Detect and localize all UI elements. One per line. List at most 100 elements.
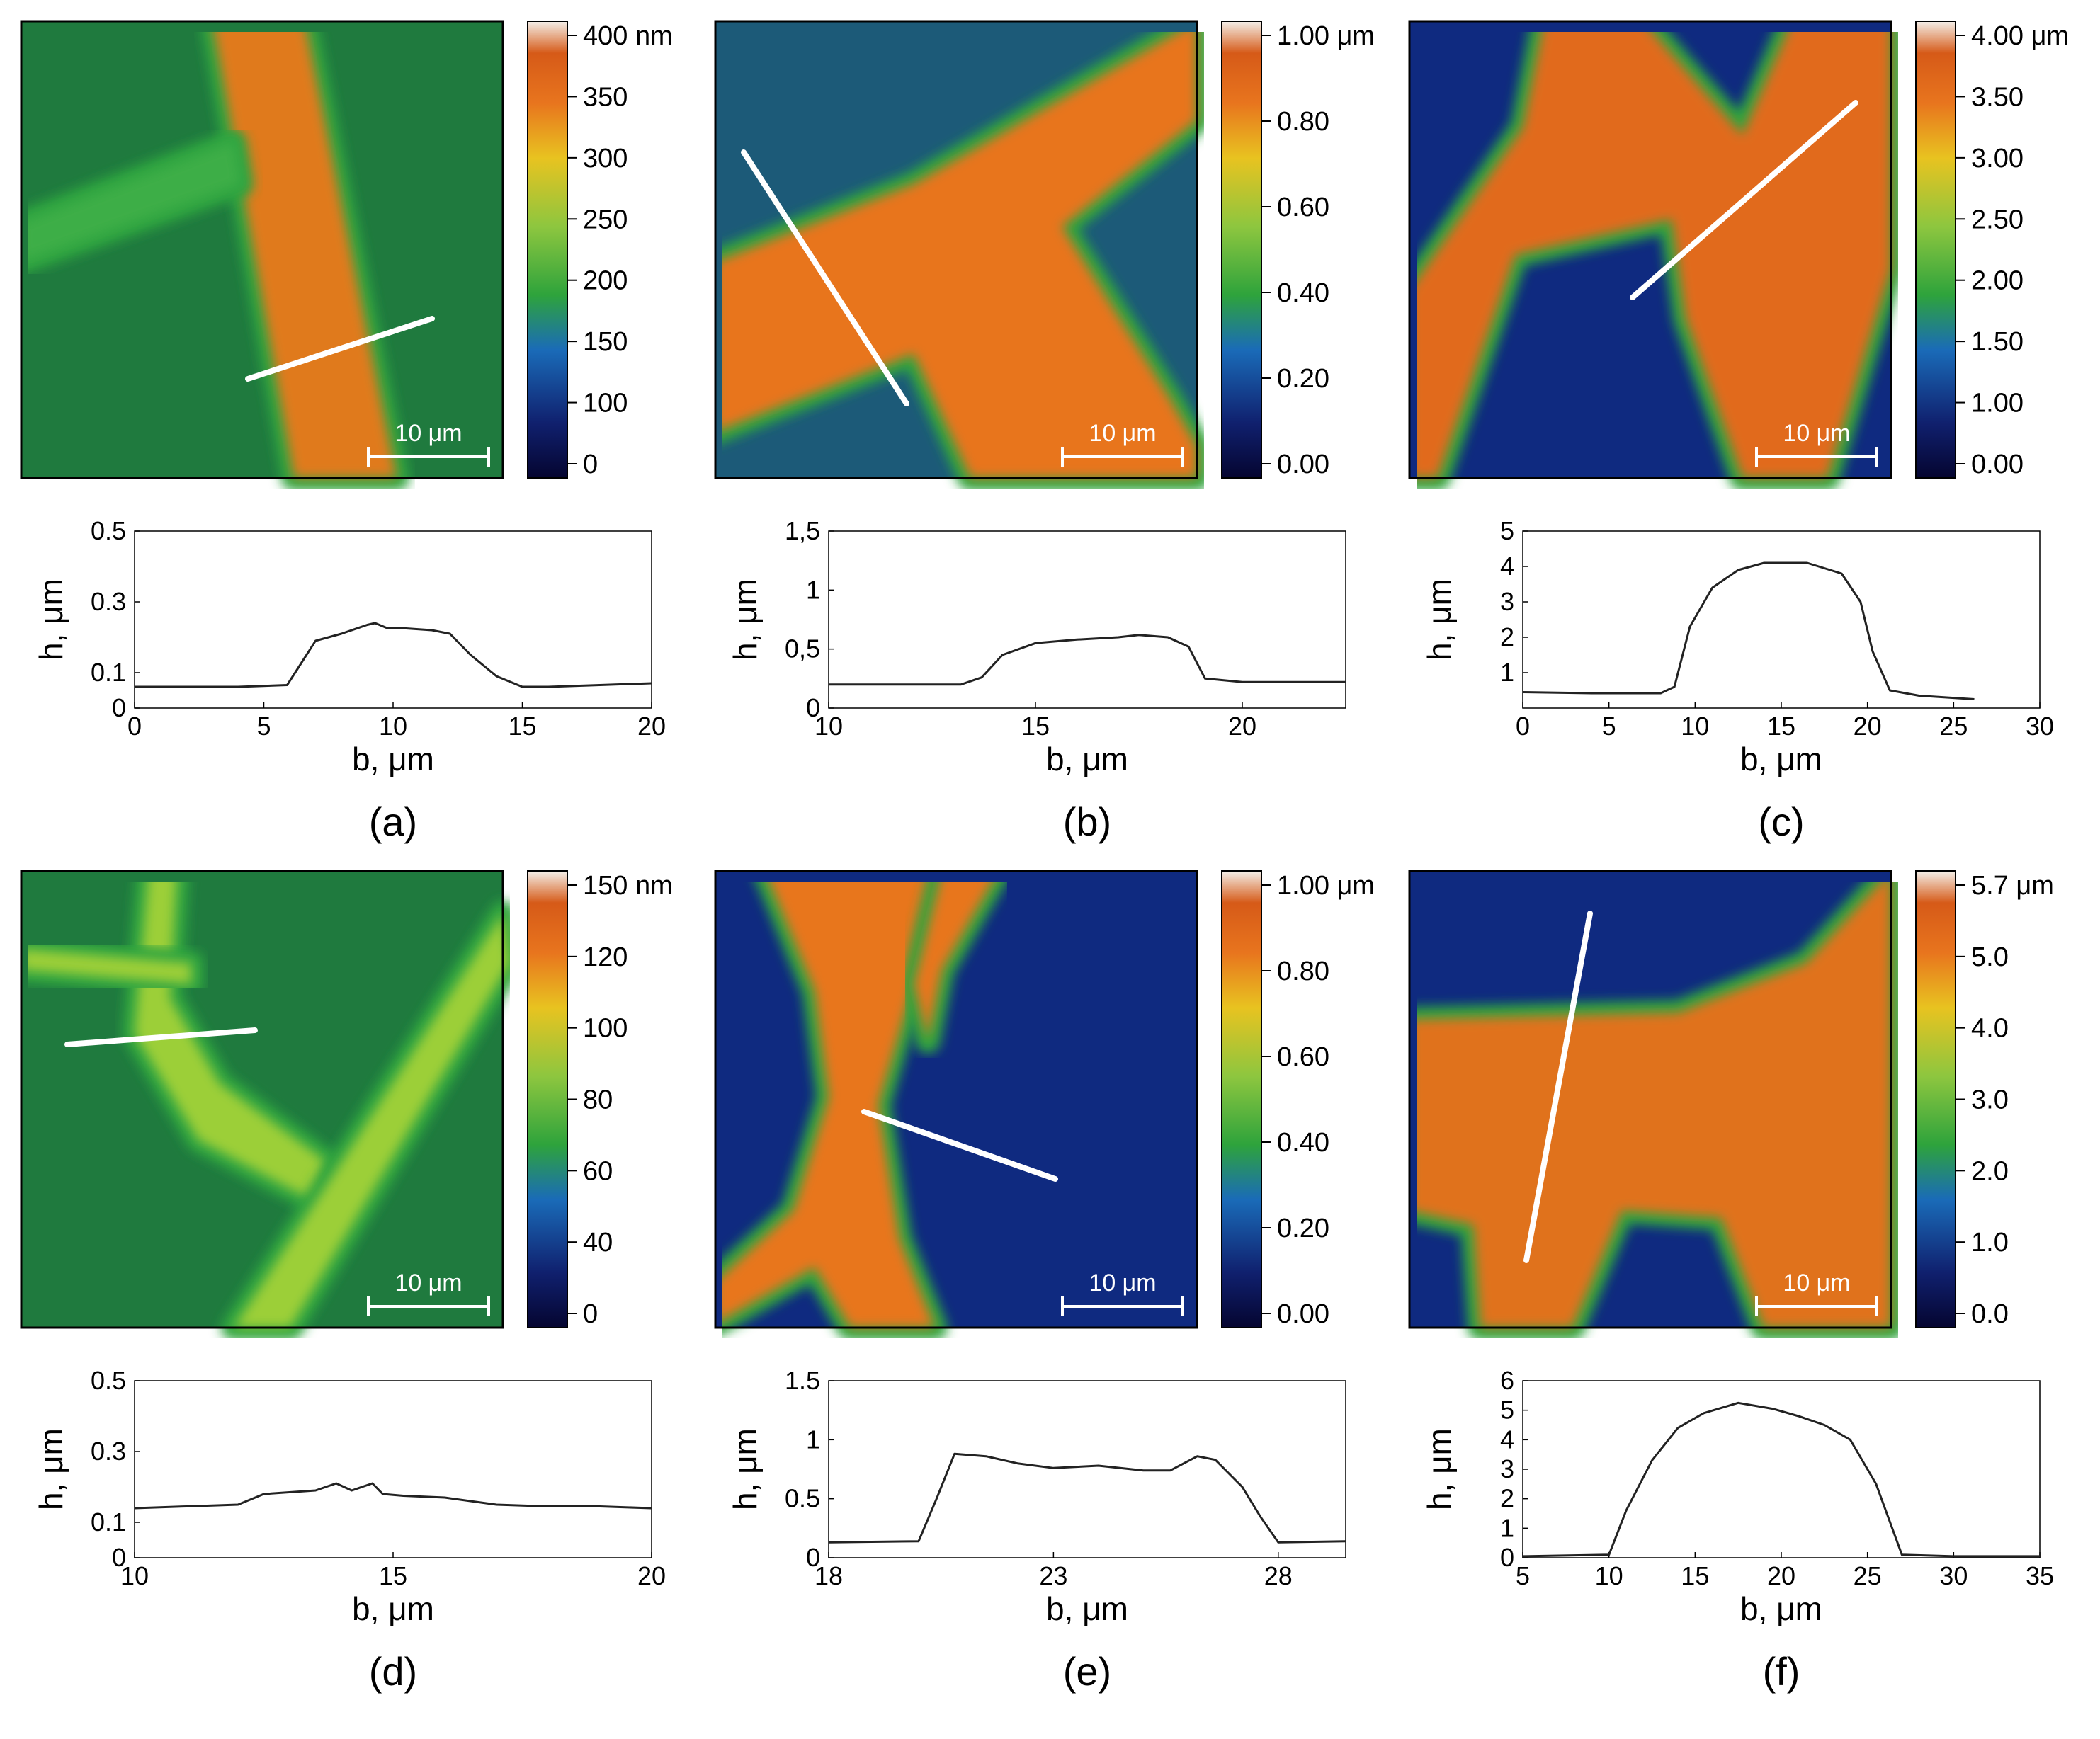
colorbar-tick-label: 0.00	[1277, 450, 1329, 479]
y-tick-label: 0.1	[91, 658, 126, 687]
colorbar-tick-label: 100	[583, 389, 628, 418]
x-tick-label: 10	[815, 712, 843, 741]
afm-ridges	[1417, 32, 1898, 489]
x-tick-label: 15	[1681, 1561, 1709, 1590]
x-tick-label: 0	[127, 712, 142, 741]
scale-bar-label: 10 μm	[1089, 420, 1156, 447]
x-tick-label: 30	[1939, 1561, 1968, 1590]
panel-label: (a)	[369, 799, 417, 844]
colorbar-tick-label: 0	[583, 450, 598, 479]
y-tick-label: 0,5	[785, 634, 820, 663]
x-tick-label: 5	[1516, 1561, 1530, 1590]
colorbar-tick-label: 0	[583, 1299, 598, 1329]
ridge-top	[234, 913, 510, 1328]
colorbar-tick-label: 150	[583, 327, 628, 357]
colorbar-tick-label: 100	[583, 1014, 628, 1044]
x-axis-label: b, μm	[1740, 1590, 1822, 1627]
profile-line-series	[828, 1452, 1346, 1544]
x-tick-label: 20	[637, 712, 666, 741]
profile-line-series	[134, 1482, 652, 1510]
plot-frame	[828, 1380, 1346, 1558]
y-tick-label: 1	[1500, 1513, 1514, 1542]
colorbar-tick-label: 0.60	[1277, 1042, 1329, 1072]
afm-frame	[714, 20, 1198, 479]
y-tick-label: 0	[112, 693, 126, 722]
x-tick-label: 28	[1264, 1561, 1293, 1590]
colorbar-tick-label: 0.80	[1277, 957, 1329, 986]
colorbar	[527, 870, 568, 1328]
plot-frame	[134, 530, 652, 709]
colorbar	[1915, 870, 1956, 1328]
ridge-top	[914, 882, 993, 1041]
colorbar-tick-label: 0.80	[1277, 107, 1329, 137]
x-axis-label: b, μm	[1046, 1590, 1128, 1627]
colorbar	[1915, 21, 1956, 479]
afm-image-a: 10 μm 400 nm 350 300 250 200 150 100 0	[20, 20, 673, 489]
colorbar-tick-label: 300	[583, 144, 628, 173]
colorbar-tick-label: 4.0	[1971, 1014, 2009, 1044]
y-tick-label: 5	[1500, 516, 1514, 545]
colorbar-tick-label: 2.0	[1971, 1156, 2009, 1186]
profile-line	[64, 1027, 258, 1047]
afm-ridges	[722, 882, 1008, 1338]
colorbar-tick-label: 1.50	[1971, 327, 2024, 357]
plot-frame	[828, 530, 1346, 709]
x-tick-label: 23	[1039, 1561, 1067, 1590]
x-axis-label: b, μm	[352, 1590, 434, 1627]
afm-ridges	[28, 882, 510, 1338]
x-tick-label: 10	[1681, 712, 1709, 741]
profile-line-series	[1522, 561, 1975, 700]
colorbar-tick-label: 0.20	[1277, 1214, 1329, 1243]
colorbar-tick-label: 1.00 μm	[1277, 871, 1375, 901]
profile-line-series	[829, 634, 1346, 686]
y-axis-label: h, μm	[727, 1428, 764, 1510]
colorbar-tick-label: 200	[583, 266, 628, 296]
y-tick-label: 3	[1500, 587, 1514, 616]
x-tick-label: 35	[2026, 1561, 2054, 1590]
x-tick-label: 20	[1767, 1561, 1795, 1590]
ridge-top	[28, 142, 241, 260]
x-tick-label: 25	[1939, 712, 1968, 741]
x-tick-label: 25	[1854, 1561, 1882, 1590]
afm-frame	[1408, 870, 1892, 1329]
colorbar-tick-label: 3.0	[1971, 1085, 2009, 1115]
colorbar-tick-label: 0.00	[1277, 1299, 1329, 1329]
y-tick-label: 2	[1500, 1484, 1514, 1513]
colorbar-tick-label: 3.50	[1971, 82, 2024, 112]
scale-bar-label: 10 μm	[1783, 420, 1850, 447]
panel-a: 10 μm 400 nm 350 300 250 200 150 100 0 0 5 10 15 20 0…	[14, 11, 708, 874]
y-axis-label: h, μm	[1421, 578, 1458, 661]
colorbar-tick-label: 4.00 μm	[1971, 21, 2069, 51]
colorbar-tick-label: 0.40	[1277, 1128, 1329, 1158]
panel-label: (b)	[1063, 799, 1111, 844]
panel-e: 10 μm 1.00 μm 0.80 0.60 0.40 0.20 0.00 18 23 28 0…	[708, 860, 1402, 1724]
profile-line	[741, 149, 909, 406]
colorbar-tick-label: 2.50	[1971, 205, 2024, 234]
x-tick-label: 30	[2026, 712, 2054, 741]
panel-c: 10 μm 4.00 μm 3.50 3.00 2.50 2.00 1.50 1.00 0.00…	[1402, 11, 2096, 874]
colorbar-tick-label: 250	[583, 205, 628, 234]
x-tick-label: 15	[508, 712, 536, 741]
x-tick-label: 5	[1602, 712, 1616, 741]
panel-b: 10 μm 1.00 μm 0.80 0.60 0.40 0.20 0.00 10 15 20 0…	[708, 11, 1402, 874]
y-tick-label: 0.1	[91, 1507, 126, 1536]
colorbar-tick-label: 5.7 μm	[1971, 871, 2054, 901]
panel-f: 10 μm 5.7 μm 5.0 4.0 3.0 2.0 1.0 0.0 5 10 15 20 25 3…	[1402, 860, 2096, 1724]
colorbar-tick-label: 350	[583, 82, 628, 112]
profile-line	[1523, 911, 1593, 1263]
y-tick-label: 5	[1500, 1396, 1514, 1425]
x-axis-label: b, μm	[1740, 741, 1822, 777]
profile-chart-b: 10 15 20 0 0,5 1 1,5 b, μm h, μm (b)	[727, 516, 1346, 844]
y-tick-label: 0.5	[91, 1366, 126, 1395]
afm-image-e: 10 μm 1.00 μm 0.80 0.60 0.40 0.20 0.00	[714, 870, 1375, 1338]
ridge-top	[722, 32, 1197, 478]
x-tick-label: 20	[1228, 712, 1256, 741]
x-tick-label: 15	[1767, 712, 1795, 741]
afm-frame	[1408, 20, 1892, 479]
y-tick-label: 6	[1500, 1366, 1514, 1395]
x-tick-label: 15	[1021, 712, 1050, 741]
ridge-top	[1417, 32, 1891, 478]
scale-bar-label: 10 μm	[1089, 1270, 1156, 1296]
